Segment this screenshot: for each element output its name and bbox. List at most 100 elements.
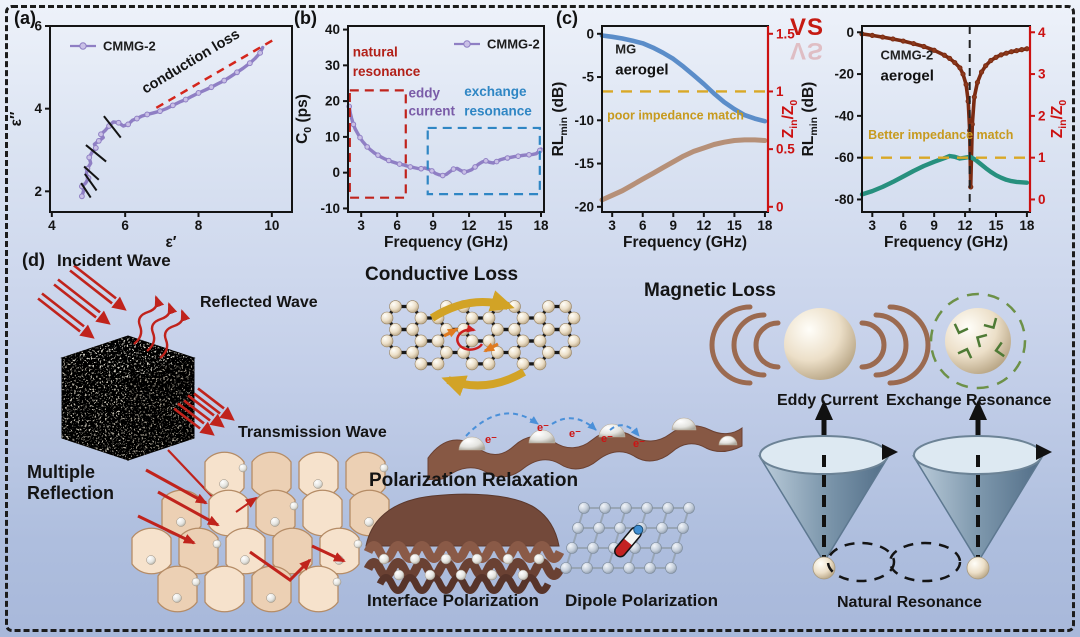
svg-text:CMMG-2: CMMG-2 bbox=[103, 39, 156, 54]
svg-text:0: 0 bbox=[776, 199, 784, 214]
svg-text:40: 40 bbox=[325, 22, 340, 37]
membrane-electron-hopping bbox=[427, 412, 743, 481]
svg-text:-10: -10 bbox=[574, 113, 594, 128]
dipole-capsule bbox=[614, 524, 644, 558]
natural-resonance-orbit-right bbox=[888, 541, 962, 583]
svg-text:30: 30 bbox=[325, 58, 340, 73]
magnetic-loss-label: Magnetic Loss bbox=[644, 280, 776, 301]
svg-text:12: 12 bbox=[462, 218, 477, 233]
svg-text:Frequency (GHz): Frequency (GHz) bbox=[884, 234, 1008, 251]
series-mg-zin-z0 bbox=[599, 137, 768, 203]
svg-text:6: 6 bbox=[393, 218, 401, 233]
electron-label: e⁻ bbox=[601, 433, 613, 445]
natural-resonance-orbit-left bbox=[826, 541, 896, 583]
dipole-polarization-label: Dipole Polarization bbox=[565, 591, 719, 610]
svg-text:-10: -10 bbox=[320, 201, 340, 216]
svg-text:9: 9 bbox=[930, 218, 938, 233]
svg-text:10: 10 bbox=[264, 218, 279, 233]
panel-c-label: (c) bbox=[556, 8, 578, 28]
svg-text:-15: -15 bbox=[574, 156, 594, 171]
svg-text:0: 0 bbox=[1038, 192, 1046, 207]
svg-text:0: 0 bbox=[846, 25, 854, 40]
series-cmmg-2-zin-z0 bbox=[859, 153, 1030, 197]
svg-text:6: 6 bbox=[121, 218, 129, 233]
vs-reflection: VS bbox=[790, 37, 825, 64]
svg-text:4: 4 bbox=[48, 218, 56, 233]
svg-text:4: 4 bbox=[34, 101, 42, 116]
svg-text:CMMG-2: CMMG-2 bbox=[881, 47, 934, 62]
reflected-wave-arrows bbox=[133, 295, 191, 359]
panel-d-label: (d) bbox=[22, 250, 45, 270]
membrane-hemispheres bbox=[458, 417, 738, 451]
incident-wave-arrows bbox=[37, 264, 127, 339]
svg-text:1.5: 1.5 bbox=[776, 26, 795, 41]
svg-text:3: 3 bbox=[357, 218, 365, 233]
svg-text:eddy: eddy bbox=[409, 86, 441, 101]
chart-cole-cole: conduction loss 4 6 8 10 2 4 6 ε′ ε″ CMMG-2 bbox=[8, 19, 293, 251]
svg-text:6: 6 bbox=[639, 218, 647, 233]
panel-b-label: (b) bbox=[294, 8, 317, 28]
svg-text:conduction loss: conduction loss bbox=[139, 26, 243, 97]
svg-text:12: 12 bbox=[958, 218, 973, 233]
svg-text:2: 2 bbox=[1038, 108, 1046, 123]
series-mg-rl bbox=[599, 33, 768, 124]
svg-text:-20: -20 bbox=[834, 67, 854, 82]
svg-text:current: current bbox=[409, 103, 456, 118]
chart-c0-frequency: natural resonance eddy current exchange reson… bbox=[294, 22, 549, 251]
svg-text:1: 1 bbox=[776, 84, 784, 99]
svg-text:15: 15 bbox=[498, 218, 514, 233]
rim-rotation-arrow-left bbox=[882, 444, 898, 460]
svg-text:20: 20 bbox=[325, 94, 340, 109]
svg-text:ε′: ε′ bbox=[165, 234, 176, 251]
svg-text:-60: -60 bbox=[834, 150, 854, 165]
precession-cones bbox=[757, 400, 1052, 583]
exchange-resonance-label: Exchange Resonance bbox=[886, 392, 1052, 409]
svg-text:Zin/Z0: Zin/Z0 bbox=[1049, 100, 1069, 139]
incident-wave-label: Incident Wave bbox=[57, 251, 171, 270]
exchange-spin-marks bbox=[953, 317, 1005, 359]
svg-text:-20: -20 bbox=[574, 199, 594, 214]
svg-text:MG: MG bbox=[615, 42, 636, 57]
svg-text:Frequency (GHz): Frequency (GHz) bbox=[623, 234, 747, 251]
natural-resonance-label: Natural Resonance bbox=[837, 594, 982, 611]
svg-text:3: 3 bbox=[869, 218, 877, 233]
svg-text:3: 3 bbox=[608, 218, 616, 233]
svg-text:RLmin (dB): RLmin (dB) bbox=[800, 82, 820, 157]
svg-text:9: 9 bbox=[429, 218, 437, 233]
svg-text:18: 18 bbox=[757, 218, 773, 233]
svg-text:0: 0 bbox=[332, 165, 340, 180]
svg-text:C0 (ps): C0 (ps) bbox=[294, 94, 314, 144]
svg-text:15: 15 bbox=[988, 218, 1004, 233]
vs-label: VS bbox=[790, 14, 825, 41]
svg-text:natural: natural bbox=[353, 44, 398, 59]
svg-text:18: 18 bbox=[533, 218, 549, 233]
svg-text:-5: -5 bbox=[582, 70, 594, 85]
electron-label: e⁻ bbox=[537, 422, 549, 434]
svg-text:-80: -80 bbox=[834, 192, 854, 207]
svg-text:aerogel: aerogel bbox=[615, 61, 668, 78]
electron-label: e⁻ bbox=[569, 428, 581, 440]
svg-text:CMMG-2: CMMG-2 bbox=[487, 37, 540, 52]
svg-text:0: 0 bbox=[586, 26, 594, 41]
electron-label: e⁻ bbox=[485, 434, 497, 446]
porous-cube bbox=[60, 335, 196, 461]
polarization-relaxation-label: Polarization Relaxation bbox=[369, 470, 579, 491]
svg-text:Zin/Z0: Zin/Z0 bbox=[780, 100, 800, 139]
transmission-wave-label: Transmission Wave bbox=[238, 424, 387, 441]
svg-text:6: 6 bbox=[899, 218, 907, 233]
interface-polarization-label: Interface Polarization bbox=[367, 591, 539, 610]
graphene-lattice bbox=[380, 300, 581, 371]
electron-label: e⁻ bbox=[633, 438, 645, 450]
svg-text:Frequency (GHz): Frequency (GHz) bbox=[384, 234, 508, 251]
svg-text:8: 8 bbox=[195, 218, 203, 233]
dipole-lattice bbox=[560, 502, 695, 574]
eddy-current-label: Eddy Current bbox=[777, 392, 879, 409]
transmission-wave-arrows bbox=[173, 387, 235, 436]
svg-text:4: 4 bbox=[1038, 25, 1046, 40]
svg-text:15: 15 bbox=[727, 218, 743, 233]
conductive-loss-label: Conductive Loss bbox=[365, 264, 519, 285]
panel-a-label: (a) bbox=[14, 8, 36, 28]
